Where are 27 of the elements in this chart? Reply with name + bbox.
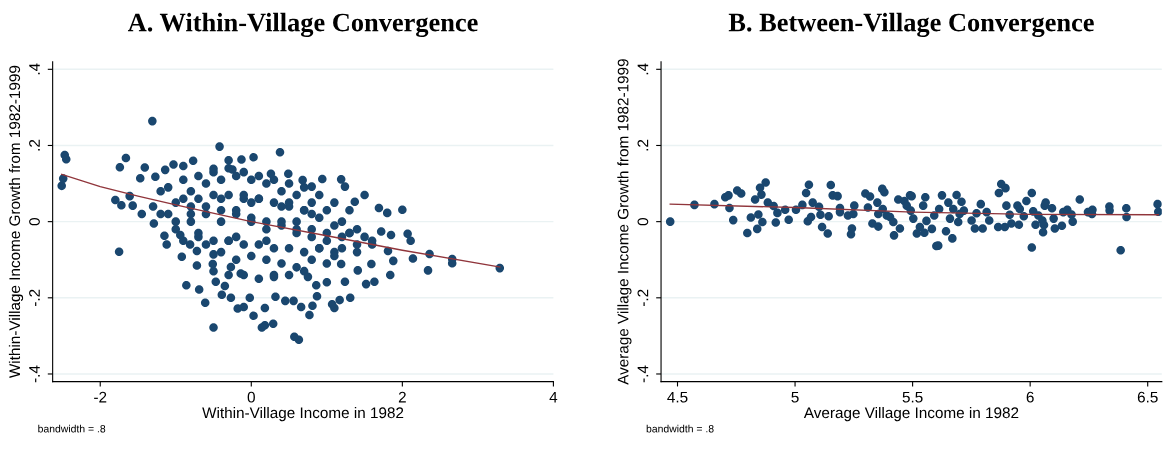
x-tick-label: 4 (549, 391, 558, 403)
y-axis-title: Within-Village Income Growth from 1982-1999 (8, 65, 24, 379)
y-tick-label: 0 (29, 217, 40, 226)
y-tick-label: .2 (29, 139, 40, 151)
chart-title: B. Between-Village Convergence (728, 12, 1094, 37)
y-tick-label: .4 (637, 63, 649, 75)
x-tick-label: 6 (1026, 391, 1034, 403)
chart-title: A. Within-Village Convergence (127, 12, 478, 37)
x-tick-label: 5 (791, 391, 799, 403)
y-tick-label: -.4 (637, 365, 649, 383)
x-axis-title: Average Village Income in 1982 (803, 406, 1019, 422)
x-axis-title: Within-Village Income in 1982 (202, 406, 404, 422)
y-tick-label: 0 (637, 217, 649, 226)
y-tick-label: .4 (29, 63, 40, 75)
x-tick-label: 5.5 (902, 391, 923, 403)
y-tick-label: -.4 (29, 365, 40, 383)
x-tick-label: 4.5 (667, 391, 688, 403)
text: bandwidth = .8 (646, 424, 714, 433)
y-tick-label: .2 (637, 139, 649, 151)
x-tick-label: -2 (94, 391, 107, 403)
x-tick-label: 2 (398, 391, 406, 403)
y-tick-label: -.2 (637, 289, 649, 307)
y-tick-label: -.2 (29, 289, 40, 307)
x-tick-label: 0 (247, 391, 255, 403)
x-tick-label: 6.5 (1137, 391, 1158, 403)
y-axis-title: Average Village Income Growth from 1982-1999 (617, 59, 632, 385)
text: bandwidth = .8 (38, 424, 106, 433)
